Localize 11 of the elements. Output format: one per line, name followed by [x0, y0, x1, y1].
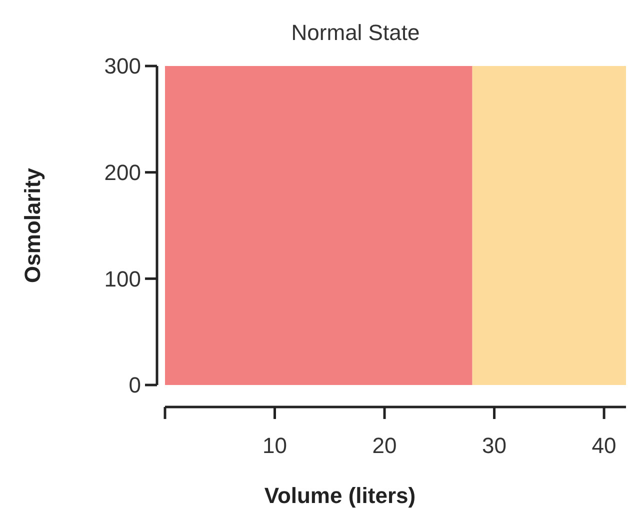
y-tick-label: 100: [104, 266, 141, 292]
x-tick-label: 20: [372, 433, 397, 458]
y-tick-label: 200: [104, 160, 141, 186]
y-tick-label: 0: [128, 372, 141, 398]
x-axis-title: Volume (liters): [264, 483, 416, 508]
x-tick-label: 10: [262, 433, 288, 458]
x-tick-label: 40: [592, 433, 616, 458]
y-tick-label: 300: [104, 54, 141, 79]
chart-title: Normal State: [291, 20, 420, 45]
y-axis-title: Osmolarity: [20, 167, 45, 283]
x-tick-label: 30: [482, 433, 507, 458]
